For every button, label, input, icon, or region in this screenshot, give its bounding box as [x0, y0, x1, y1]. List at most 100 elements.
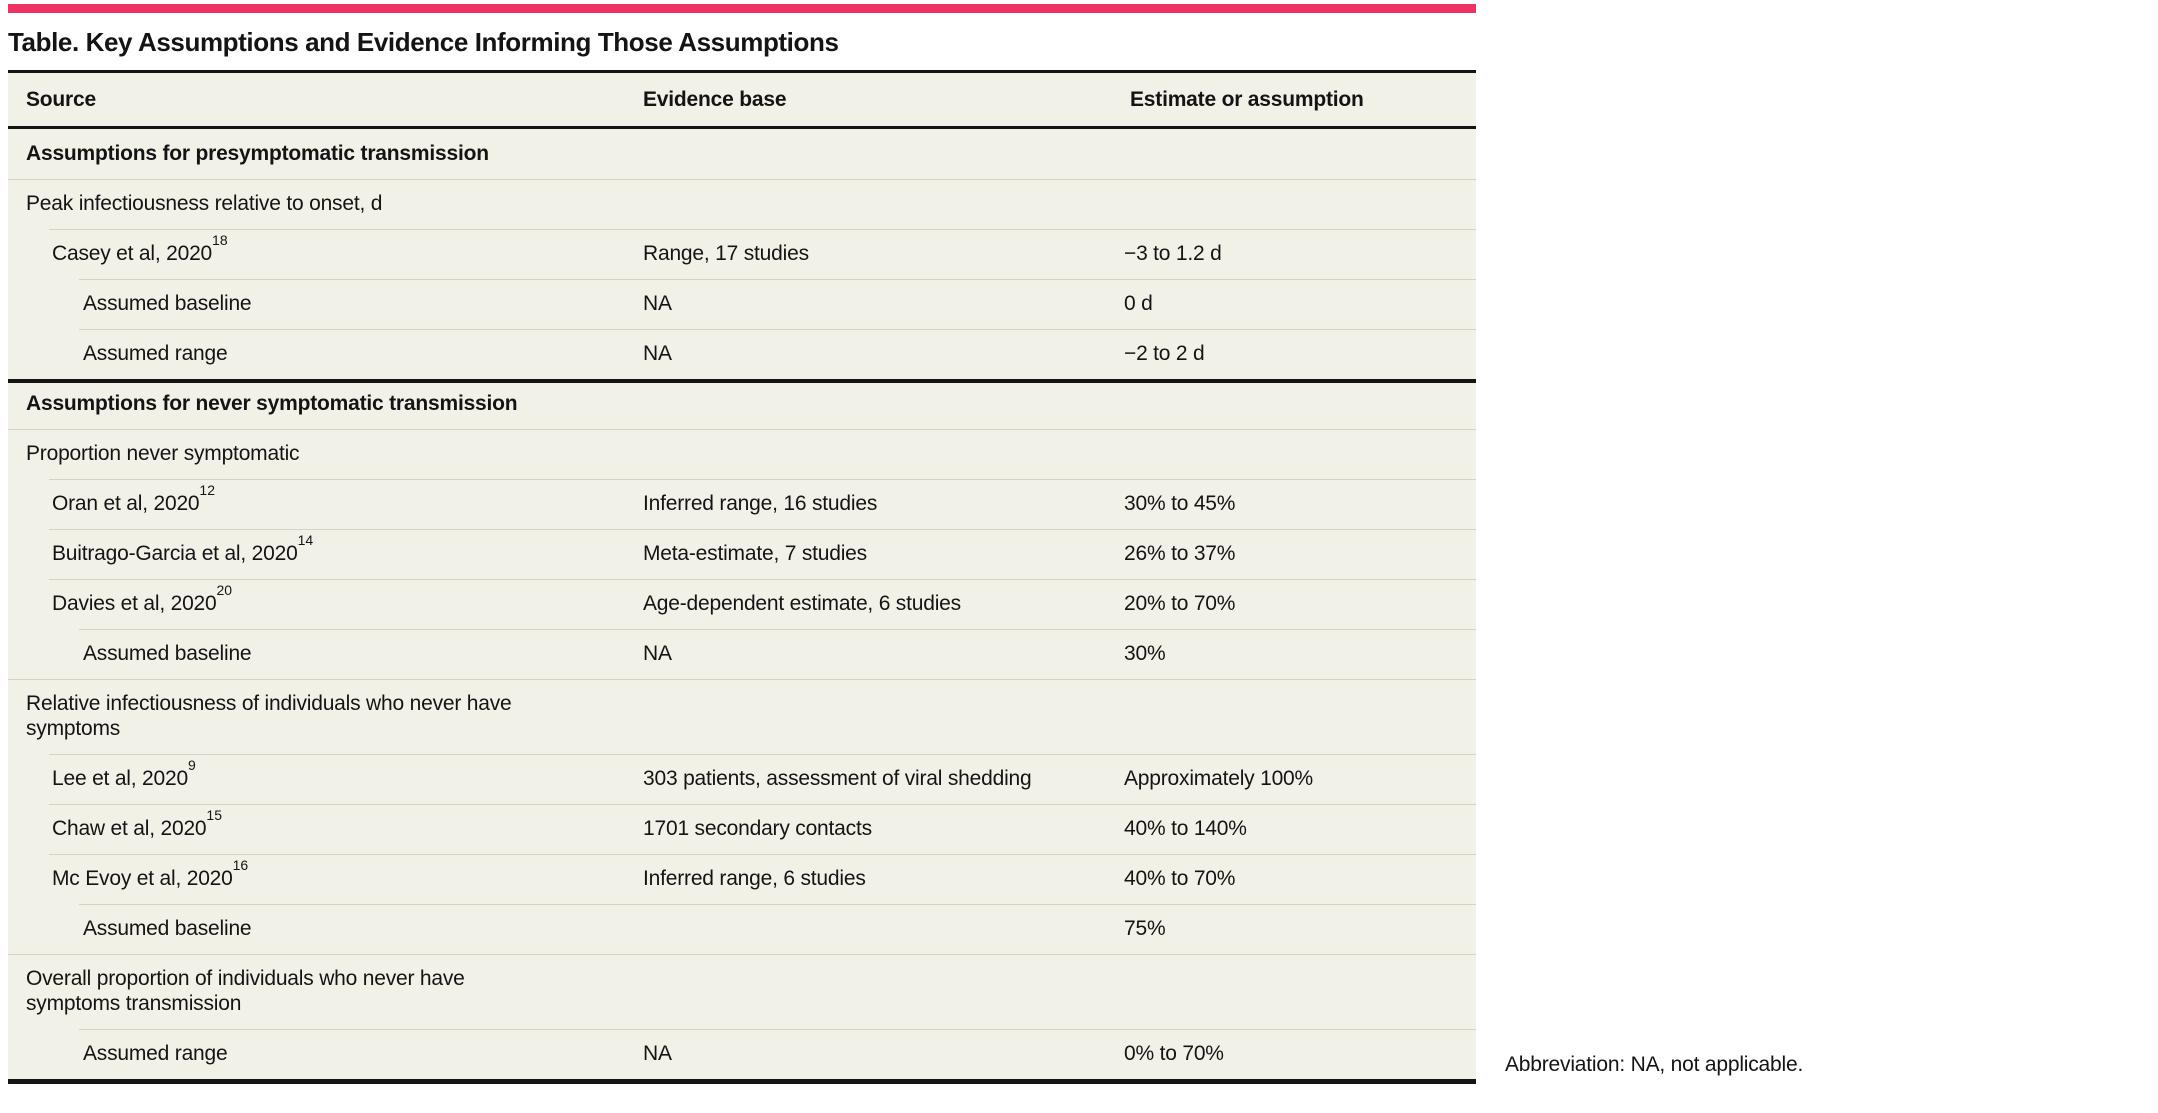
cell-evidence-base: NA [643, 342, 672, 365]
cell-source: Casey et al, 202018 [8, 229, 643, 279]
subheader-row: Relative infectiousness of individuals w… [8, 679, 1476, 754]
source-label: Relative infectiousness of individuals w… [26, 692, 512, 740]
cell-estimate: 75% [1124, 917, 1166, 940]
subheader-row: Overall proportion of individuals who ne… [8, 954, 1476, 1029]
source-label: Assumed range [83, 342, 228, 365]
table-row: Buitrago-Garcia et al, 202014 Meta-estima… [8, 529, 1476, 579]
cell-evidence-base [643, 679, 1124, 754]
cell-estimate: 30% to 45% [1124, 492, 1236, 515]
cell-estimate: −2 to 2 d [1124, 342, 1205, 365]
reference-superscript: 18 [212, 232, 228, 248]
source-label: Lee et al, 2020 [52, 767, 188, 790]
cell-source: Assumed baseline [8, 904, 643, 954]
cell-estimate: Approximately 100% [1124, 767, 1313, 790]
cell-source: Peak infectiousness relative to onset, d [8, 179, 548, 229]
reference-superscript: 15 [206, 807, 222, 823]
cell-evidence-base [643, 379, 1124, 429]
source-label: Mc Evoy et al, 2020 [52, 867, 233, 890]
section-row: Assumptions for presymptomatic transmiss… [8, 129, 1476, 179]
source-label: Assumed baseline [83, 917, 252, 940]
cell-source: Chaw et al, 202015 [8, 804, 643, 854]
column-header-source: Source [26, 88, 96, 111]
cell-estimate: 0 d [1124, 292, 1153, 315]
subheader-row: Peak infectiousness relative to onset, d [8, 179, 1476, 229]
reference-superscript: 9 [187, 757, 196, 773]
table-row: Assumed baseline 75% [8, 904, 1476, 954]
column-header-estimate: Estimate or assumption [1130, 88, 1364, 111]
reference-superscript: 14 [297, 532, 314, 548]
table-row: Oran et al, 202012 Inferred range, 16 stu… [8, 479, 1476, 529]
assumptions-table: Source Evidence base Estimate or assumpt… [8, 70, 1476, 1084]
cell-evidence-base: 1701 secondary contacts [643, 817, 872, 840]
section-row: Assumptions for never symptomatic transm… [8, 379, 1476, 429]
cell-evidence-base [643, 179, 1124, 229]
table-row: Assumed baseline NA 30% [8, 629, 1476, 679]
source-label: Assumed baseline [83, 642, 252, 665]
source-label: Assumed baseline [83, 292, 252, 315]
cell-estimate [1124, 179, 1476, 229]
table-footnote: Abbreviation: NA, not applicable. [1505, 1053, 1804, 1076]
cell-source: Davies et al, 202020 [8, 579, 643, 629]
source-label: Peak infectiousness relative to onset, d [26, 192, 383, 215]
cell-estimate: 40% to 70% [1124, 867, 1236, 890]
cell-source: Mc Evoy et al, 202016 [8, 854, 643, 904]
cell-estimate [1124, 429, 1476, 479]
cell-estimate [1124, 954, 1476, 1029]
cell-evidence-base [643, 429, 1124, 479]
cell-evidence-base: NA [643, 292, 672, 315]
table-row: Lee et al, 20209 303 patients, assessment… [8, 754, 1476, 804]
reference-superscript: 16 [232, 857, 249, 873]
source-label: Assumed range [83, 1042, 228, 1065]
source-label: Assumptions for presymptomatic transmiss… [26, 142, 489, 165]
table-row: Chaw et al, 202015 1701 secondary contact… [8, 804, 1476, 854]
source-label: Oran et al, 2020 [52, 492, 200, 515]
table-row: Assumed range NA 0% to 70% [8, 1029, 1476, 1079]
cell-estimate [1124, 129, 1476, 179]
column-header-evidence-base: Evidence base [643, 88, 787, 111]
accent-bar [8, 4, 1476, 13]
cell-estimate: −3 to 1.2 d [1124, 242, 1222, 265]
cell-evidence-base: Inferred range, 6 studies [643, 867, 866, 890]
table-header-row: Source Evidence base Estimate or assumpt… [8, 73, 1476, 129]
cell-estimate: 0% to 70% [1124, 1042, 1224, 1065]
cell-source: Proportion never symptomatic [8, 429, 548, 479]
cell-source: Assumptions for presymptomatic transmiss… [8, 129, 643, 179]
cell-estimate: 20% to 70% [1124, 592, 1236, 615]
cell-evidence-base: Inferred range, 16 studies [643, 492, 878, 515]
source-label: Chaw et al, 2020 [52, 817, 207, 840]
cell-source: Overall proportion of individuals who ne… [8, 954, 548, 1029]
cell-evidence-base [643, 904, 1124, 954]
cell-evidence-base: NA [643, 1042, 672, 1065]
cell-evidence-base: Range, 17 studies [643, 242, 809, 265]
cell-source: Buitrago-Garcia et al, 202014 [8, 529, 643, 579]
table-body: Assumptions for presymptomatic transmiss… [8, 129, 1476, 1079]
cell-source: Assumptions for never symptomatic transm… [8, 379, 643, 429]
cell-estimate: 30% [1124, 642, 1166, 665]
source-label: Casey et al, 2020 [52, 242, 213, 265]
table-row: Casey et al, 202018 Range, 17 studies −3 t… [8, 229, 1476, 279]
cell-estimate [1124, 379, 1476, 429]
table-row: Assumed range NA −2 to 2 d [8, 329, 1476, 379]
cell-source: Relative infectiousness of individuals w… [8, 679, 548, 754]
cell-estimate [1124, 679, 1476, 754]
source-label: Overall proportion of individuals who ne… [26, 967, 465, 1015]
table-row: Davies et al, 202020 Age-dependent estima… [8, 579, 1476, 629]
cell-source: Lee et al, 20209 [8, 754, 643, 804]
cell-estimate: 26% to 37% [1124, 542, 1236, 565]
subheader-row: Proportion never symptomatic [8, 429, 1476, 479]
cell-source: Assumed baseline [8, 629, 643, 679]
cell-evidence-base: NA [643, 642, 672, 665]
cell-evidence-base: Age-dependent estimate, 6 studies [643, 592, 961, 615]
article-table-figure: Table. Key Assumptions and Evidence Info… [8, 4, 1476, 1084]
cell-estimate: 40% to 140% [1124, 817, 1247, 840]
reference-superscript: 20 [216, 582, 233, 598]
cell-source: Assumed baseline [8, 279, 643, 329]
cell-source: Assumed range [8, 329, 643, 379]
cell-evidence-base: Meta-estimate, 7 studies [643, 542, 867, 565]
cell-evidence-base [643, 129, 1124, 179]
source-label: Buitrago-Garcia et al, 2020 [52, 542, 298, 565]
source-label: Davies et al, 2020 [52, 592, 217, 615]
table-row: Assumed baseline NA 0 d [8, 279, 1476, 329]
cell-source: Oran et al, 202012 [8, 479, 643, 529]
reference-superscript: 12 [199, 482, 215, 498]
